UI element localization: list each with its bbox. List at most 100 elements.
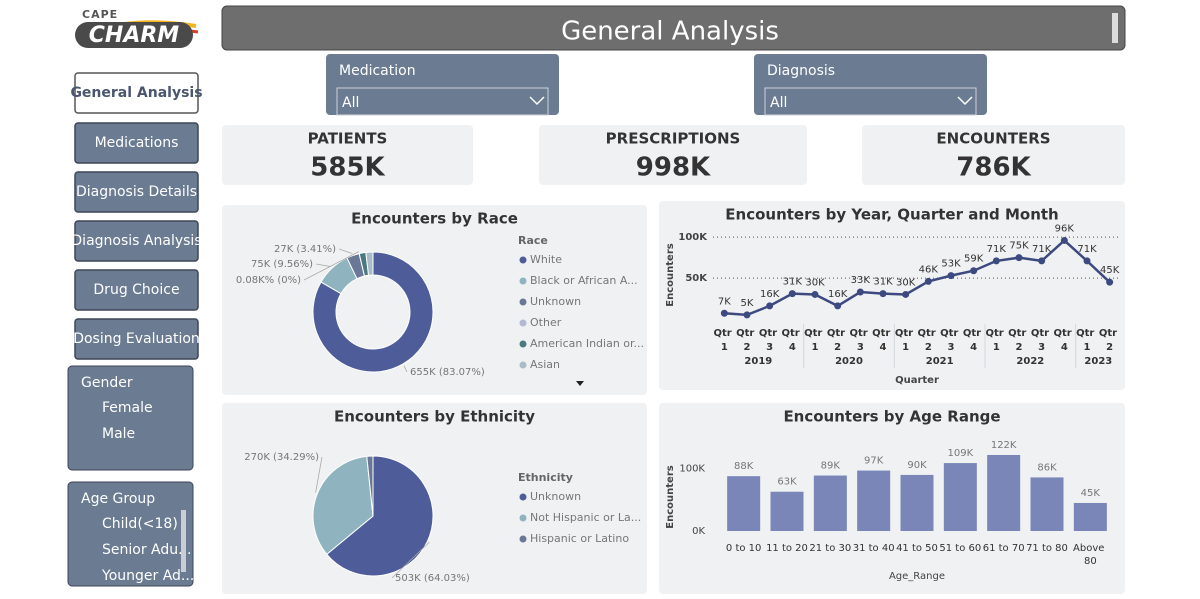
leader-line [303,251,359,281]
y-tick-label: 100K [678,232,708,243]
data-label: 31K [783,277,803,288]
data-point [811,290,819,298]
x-group-label: 2020 [835,356,863,367]
nav-button[interactable] [74,318,199,360]
filter-label: Diagnosis [767,63,835,79]
kpi-value: 786K [956,153,1031,183]
slicer-item[interactable]: Younger Ad... [101,568,194,584]
x-axis-label: Quarter [895,375,939,386]
legend-label[interactable]: Hispanic or Latino [530,532,629,545]
slicer-item[interactable]: Male [102,426,135,442]
legend-label[interactable]: White [530,253,562,266]
filter-value[interactable]: All [342,95,359,111]
bar[interactable] [727,476,761,531]
legend-swatch [519,319,527,327]
legend-label[interactable]: Black or African A... [530,274,638,287]
data-label: 53K [941,259,961,270]
legend-label[interactable]: Not Hispanic or La... [530,511,641,524]
legend-label[interactable]: Other [530,316,562,329]
nav-button[interactable] [74,220,199,262]
legend-label[interactable]: Asian [530,358,560,371]
slicer-title: Age Group [81,491,155,507]
x-group-label: 2019 [744,356,772,367]
header-bar [221,5,1126,51]
legend-label[interactable]: American Indian or... [530,337,644,350]
legend-scroll-arrow[interactable] [576,381,584,386]
slicer-item[interactable]: Senior Adu... [102,542,191,558]
logo: CAPE CHARM [75,8,199,48]
x-tick-label: 0 to 10 [726,543,761,554]
pie-slice [326,455,434,577]
logo-top: CAPE [82,8,118,21]
leader-line [403,365,408,373]
bar[interactable] [943,463,977,531]
nav-label[interactable]: Drug Choice [93,282,179,298]
slicer-item[interactable]: Female [102,400,153,416]
legend-swatch [519,535,527,543]
x-tick-label: 71 to 80 [1026,543,1068,554]
data-label: 655K (83.07%) [410,367,485,378]
slicer-item[interactable]: Child(<18) [102,516,178,532]
x-tick-label: Qtr 2 [1008,328,1030,353]
legend-title: Ethnicity [518,471,573,484]
nav-button[interactable] [74,122,199,164]
data-point [788,290,796,298]
chart-title: Encounters by Age Range [783,408,1000,426]
nav-button[interactable] [74,269,199,311]
legend-label[interactable]: Unknown [530,490,581,503]
data-point [1106,278,1114,286]
y-axis-label: Encounters [665,243,676,306]
kpi-card [862,125,1125,185]
data-point [1060,236,1068,244]
filter-value[interactable]: All [770,95,787,111]
logo-badge [75,22,193,48]
x-tick-label: Above 80 [1073,543,1108,567]
data-point [902,290,910,298]
data-point [856,288,864,296]
data-label: 7K [718,296,731,307]
legend-title: Race [518,234,548,247]
x-axis-label: Age_Range [889,571,945,582]
filter-dropdown[interactable] [336,87,549,116]
bar[interactable] [1030,477,1064,531]
nav-label[interactable]: Diagnosis Analysis [71,233,201,249]
data-label: 16K [760,289,780,300]
nav-label[interactable]: Medications [95,135,179,151]
legend-swatch [519,277,527,285]
bar[interactable] [770,491,804,531]
kpi-value: 998K [636,153,711,183]
data-point [1015,254,1023,262]
data-point [992,257,1000,265]
nav-label[interactable]: Dosing Evaluation [73,331,200,347]
bar[interactable] [900,474,934,531]
data-point [924,277,932,285]
data-label: 90K [907,460,927,471]
bar[interactable] [813,475,847,531]
legend-swatch [519,256,527,264]
data-label: 71K [1032,244,1052,255]
nav-label[interactable]: Diagnosis Details [76,184,197,200]
nav-button[interactable] [74,171,199,213]
bar[interactable] [987,454,1021,531]
x-group-label: 2022 [1016,356,1044,367]
data-label: 59K [964,254,984,265]
data-point [1083,257,1091,265]
bar[interactable] [1073,502,1107,531]
x-tick-label: Qtr 2 [827,328,849,353]
data-label: 86K [1037,462,1057,473]
nav-button[interactable] [74,72,199,114]
data-label: 71K [987,244,1007,255]
nav-label[interactable]: General Analysis [70,85,202,101]
bar[interactable] [857,470,891,531]
legend-swatch [519,493,527,501]
data-label: 270K (34.29%) [244,452,319,463]
filter-dropdown[interactable] [764,87,977,116]
page-title: General Analysis [561,17,779,47]
x-tick-label: Qtr 4 [1053,328,1075,353]
x-tick-label: Qtr 2 [736,328,758,353]
x-group-label: 2023 [1084,356,1112,367]
data-label: 122K [991,440,1017,451]
legend-label[interactable]: Unknown [530,295,581,308]
data-point [743,311,751,319]
